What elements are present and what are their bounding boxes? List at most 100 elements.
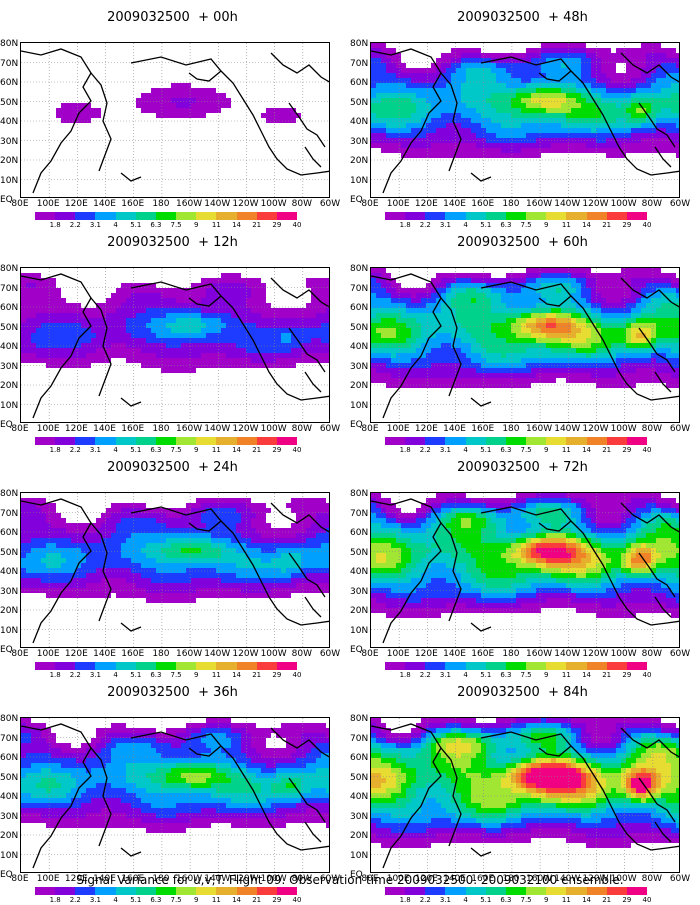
variance-cell [426,73,431,78]
variance-cell [676,338,680,343]
variance-cell [556,318,561,323]
variance-cell [676,323,680,328]
variance-cell [26,548,31,553]
variance-cell [391,93,396,98]
variance-map [20,267,330,423]
variance-cell [531,293,536,298]
variance-cell [416,368,421,373]
variance-cell [651,273,656,278]
variance-cell [646,378,651,383]
variance-cell [501,73,506,78]
variance-cell [551,278,556,283]
variance-cell [501,153,506,158]
variance-cell [221,343,226,348]
variance-cell [521,68,526,73]
variance-cell [201,358,206,363]
longitude-label: 120W [232,425,258,434]
variance-cell [56,513,61,518]
variance-cell [676,378,680,383]
variance-cell [391,378,396,383]
variance-cell [41,548,46,553]
variance-cell [651,338,656,343]
variance-cell [21,503,26,508]
variance-cell [51,543,56,548]
variance-cell [206,98,211,103]
variance-cell [456,88,461,93]
variance-cell [156,108,161,113]
variance-cell [36,298,41,303]
variance-cell [286,353,291,358]
variance-cell [111,323,116,328]
variance-cell [151,538,156,543]
variance-cell [271,318,276,323]
variance-cell [231,578,236,583]
variance-cell [556,343,561,348]
variance-cell [406,308,411,313]
colorbar-label: 14 [232,222,241,229]
variance-cell [401,113,406,118]
variance-cell [611,368,616,373]
variance-cell [576,328,581,333]
variance-cell [196,103,201,108]
variance-cell [376,53,381,58]
variance-cell [371,123,376,128]
variance-cell [546,143,551,148]
variance-cell [591,73,596,78]
variance-cell [546,273,551,278]
variance-cell [581,113,586,118]
variance-cell [446,68,451,73]
variance-cell [436,118,441,123]
variance-cell [56,348,61,353]
variance-cell [621,133,626,138]
variance-cell [646,133,651,138]
variance-cell [426,123,431,128]
variance-cell [611,73,616,78]
variance-cell [436,273,441,278]
variance-cell [506,273,511,278]
variance-cell [651,148,656,153]
longitude-label: 160E [471,200,494,209]
variance-cell [46,333,51,338]
variance-cell [551,298,556,303]
variance-cell [381,368,386,373]
variance-cell [496,113,501,118]
variance-cell [211,358,216,363]
variance-cell [636,113,641,118]
variance-cell [171,538,176,543]
variance-cell [256,298,261,303]
variance-cell [441,278,446,283]
variance-cell [446,53,451,58]
colorbar-label: 5.1 [130,222,141,229]
variance-cell [446,288,451,293]
variance-cell [556,348,561,353]
variance-cell [376,133,381,138]
variance-cell [576,313,581,318]
variance-cell [466,93,471,98]
variance-cell [586,278,591,283]
variance-cell [156,313,161,318]
variance-cell [661,48,666,53]
variance-cell [381,338,386,343]
variance-cell [196,88,201,93]
variance-cell [661,108,666,113]
variance-cell [36,338,41,343]
colorbar-label: 5.1 [130,447,141,454]
variance-cell [91,593,96,598]
variance-cell [531,278,536,283]
variance-cell [46,548,51,553]
variance-cell [651,53,656,58]
variance-cell [461,118,466,123]
variance-cell [486,88,491,93]
variance-cell [166,573,171,578]
variance-cell [526,348,531,353]
variance-cell [156,533,161,538]
variance-cell [226,288,231,293]
variance-cell [656,113,661,118]
variance-cell [156,88,161,93]
variance-cell [581,103,586,108]
variance-cell [96,313,101,318]
variance-cell [576,358,581,363]
colorbar-label: 5.1 [480,222,491,229]
variance-cell [421,383,426,388]
variance-cell [126,538,131,543]
